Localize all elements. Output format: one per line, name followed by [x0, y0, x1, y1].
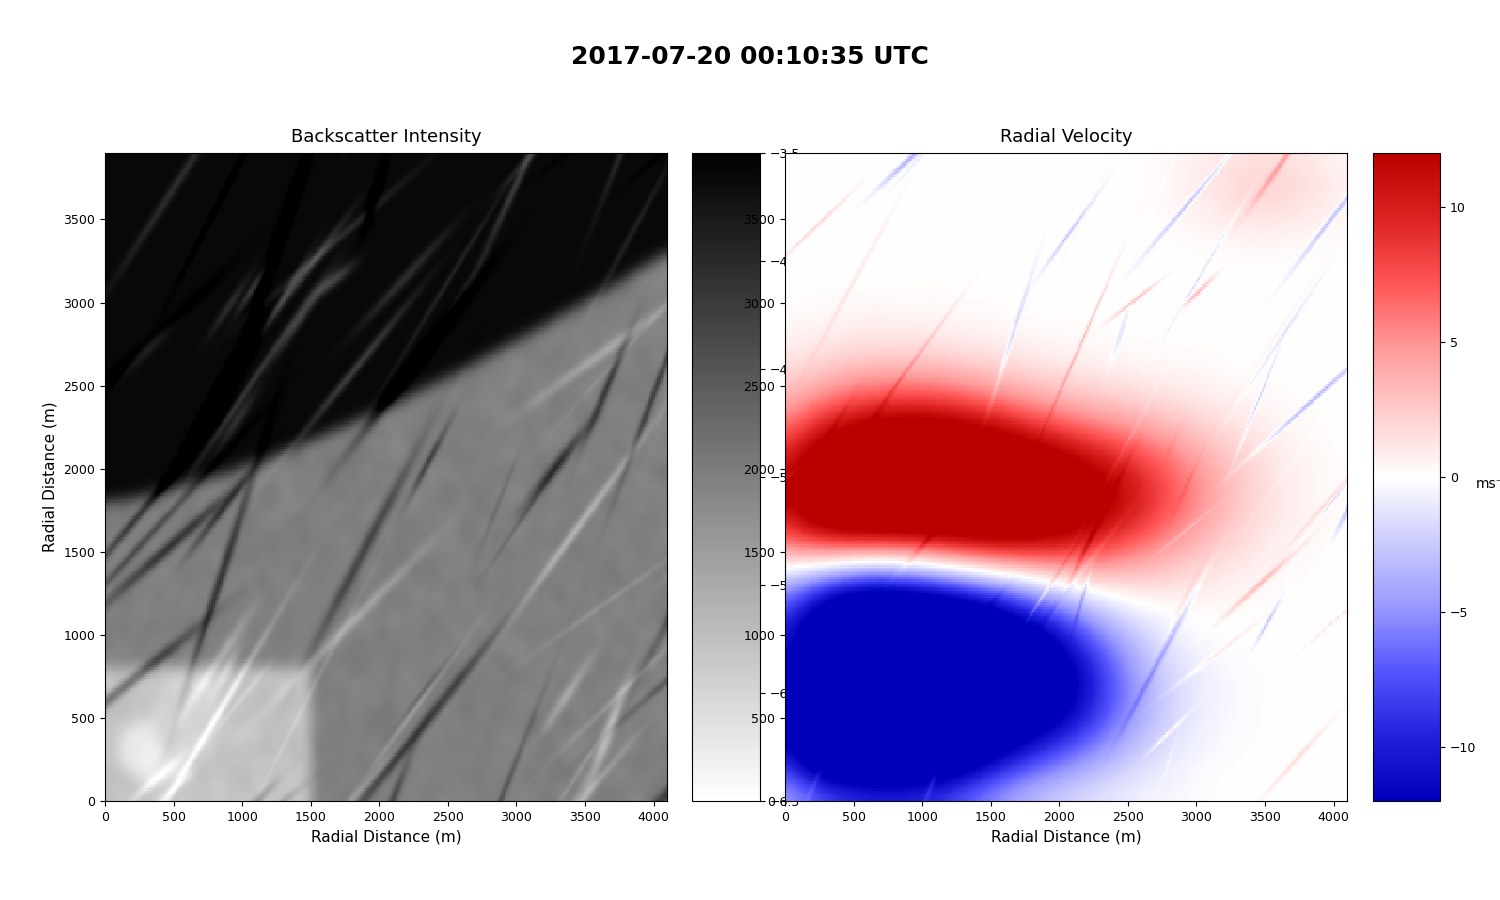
Text: 2017-07-20 00:10:35 UTC: 2017-07-20 00:10:35 UTC: [572, 45, 928, 69]
Y-axis label: m⁻¹: m⁻¹: [801, 477, 828, 491]
Title: Radial Velocity: Radial Velocity: [1000, 128, 1132, 146]
Title: Backscatter Intensity: Backscatter Intensity: [291, 128, 482, 146]
Y-axis label: ms⁻¹: ms⁻¹: [1476, 477, 1500, 491]
Y-axis label: Radial Distance (m): Radial Distance (m): [44, 401, 58, 553]
X-axis label: Radial Distance (m): Radial Distance (m): [310, 829, 462, 844]
X-axis label: Radial Distance (m): Radial Distance (m): [992, 829, 1142, 844]
